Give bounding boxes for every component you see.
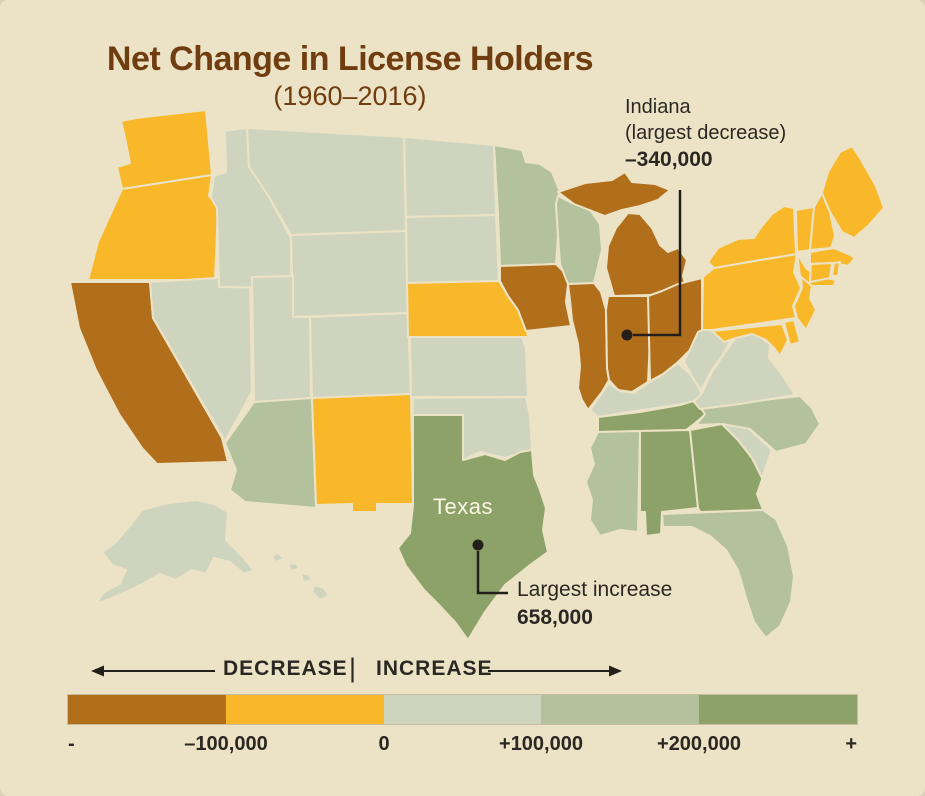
state-KS <box>409 336 529 398</box>
annotation-largest-increase-label: Largest increase <box>517 578 673 601</box>
state-CT <box>809 262 833 283</box>
annotation-indiana-name: Indiana <box>625 96 691 118</box>
decrease-arrow-icon <box>91 665 215 677</box>
texas-state-label: Texas <box>433 494 493 519</box>
legend-tick-4: +200,000 <box>657 733 741 755</box>
indiana-leader-dot <box>621 329 633 341</box>
legend-divider: | <box>349 653 357 683</box>
annotation-indiana-note: (largest decrease) <box>625 122 787 144</box>
indiana-leader-line <box>633 190 682 337</box>
legend-tick-5: + <box>845 733 857 755</box>
legend-swatch-2 <box>383 695 542 724</box>
state-AK <box>95 499 255 605</box>
state-ME <box>821 145 885 239</box>
state-FL <box>661 509 795 639</box>
annotation-largest-increase-value: 658,000 <box>517 606 593 629</box>
state-KY <box>589 362 704 418</box>
legend-tick-1: –100,000 <box>184 733 268 755</box>
annotation-largest-increase: Largest increase 658,000 <box>517 576 672 631</box>
state-DE <box>783 319 801 346</box>
state-MD <box>711 323 789 357</box>
state-RI <box>831 261 841 277</box>
state-VA <box>693 327 796 410</box>
legend-tick-3: +100,000 <box>499 733 583 755</box>
legend-swatch-4 <box>699 695 857 724</box>
legend-swatch-0 <box>68 695 226 724</box>
state-MI <box>557 171 689 297</box>
legend-swatch-1 <box>225 695 384 724</box>
state-WA <box>116 109 213 190</box>
legend-tick-2: 0 <box>378 733 390 755</box>
texas-leader-dot <box>472 539 484 551</box>
annotation-indiana-value: –340,000 <box>625 148 713 171</box>
legend-swatch-3 <box>541 695 700 724</box>
increase-arrow-icon <box>488 665 622 677</box>
legend-decrease-label: DECREASE <box>223 657 348 680</box>
texas-leader-line <box>476 551 508 595</box>
page-subtitle: (1960–2016) <box>273 81 427 111</box>
state-NJ <box>793 275 817 331</box>
state-IL <box>567 282 610 411</box>
page-title: Net Change in License Holders <box>106 40 594 78</box>
state-TX <box>397 414 549 641</box>
legend-increase-label: INCREASE <box>376 657 493 680</box>
state-HI <box>271 552 330 601</box>
legend-color-bar <box>67 694 858 725</box>
annotation-indiana: Indiana (largest decrease) –340,000 <box>625 94 786 173</box>
state-NC <box>695 395 821 453</box>
legend-tick-labels: - –100,000 0 +100,000 +200,000 + <box>0 733 925 759</box>
legend-tick-0: - <box>68 733 75 755</box>
state-NY <box>707 205 837 287</box>
title-block: Net Change in License Holders (1960–2016… <box>0 40 700 112</box>
state-MS <box>585 430 641 537</box>
state-NM <box>311 393 414 513</box>
